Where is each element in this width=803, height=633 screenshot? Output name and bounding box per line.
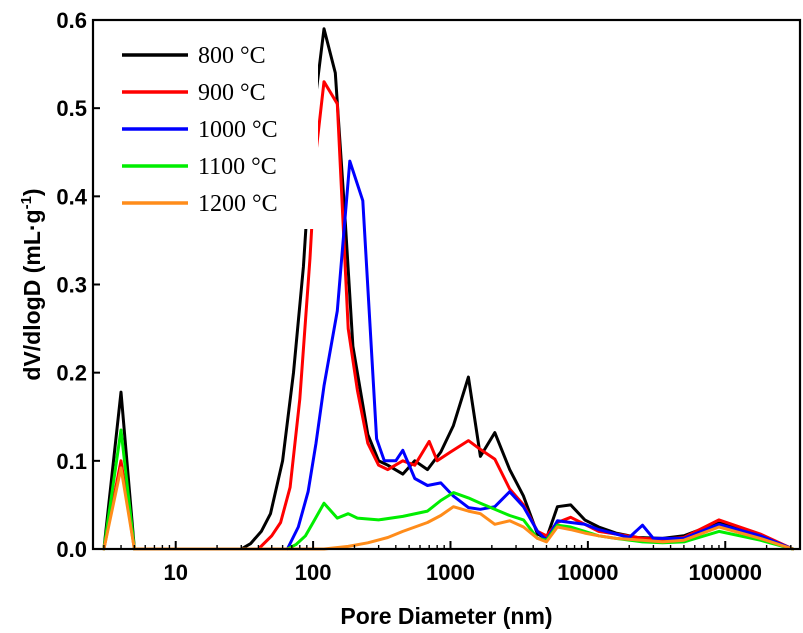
x-tick-label: 10 — [163, 560, 187, 585]
y-tick-label: 0.2 — [56, 361, 87, 386]
y-tick-label: 0.6 — [56, 8, 87, 33]
x-tick-label: 100000 — [689, 560, 762, 585]
series-line-5 — [102, 466, 795, 551]
legend-label: 800 °C — [198, 43, 266, 69]
y-tick-label: 0.3 — [56, 273, 87, 298]
y-axis-title-main: dV/dlogD (mL·g — [19, 209, 45, 380]
x-tick-label: 10000 — [557, 560, 618, 585]
series-line-3 — [285, 159, 795, 551]
legend: 800 °C 900 °C 1000 °C 1100 °C 1200 °C — [113, 29, 318, 229]
y-tick-label: 0.0 — [56, 537, 87, 562]
legend-label: 900 °C — [198, 80, 266, 106]
x-axis-title: Pore Diameter (nm) — [340, 603, 552, 629]
y-tick-label: 0.4 — [56, 184, 87, 209]
y-tick-label: 0.5 — [56, 96, 87, 121]
legend-label: 1100 °C — [198, 154, 277, 180]
legend-label: 1200 °C — [198, 191, 278, 217]
legend-label: 1000 °C — [198, 117, 278, 143]
x-tick-label: 100 — [295, 560, 332, 585]
x-tick-label: 1000 — [426, 560, 475, 585]
series-line-1 — [102, 27, 795, 551]
y-axis-title-end: ) — [19, 188, 45, 196]
series-layer — [102, 27, 795, 551]
ticks-layer: 0.0 0.1 0.2 0.3 0.4 0.5 0.6 10 100 1000 10000 10000… — [56, 8, 792, 585]
y-tick-label: 0.1 — [56, 449, 87, 474]
y-axis-title: dV/dlogD (mL·g-1) — [18, 188, 45, 380]
y-axis-title-superscript: -1 — [18, 196, 35, 209]
